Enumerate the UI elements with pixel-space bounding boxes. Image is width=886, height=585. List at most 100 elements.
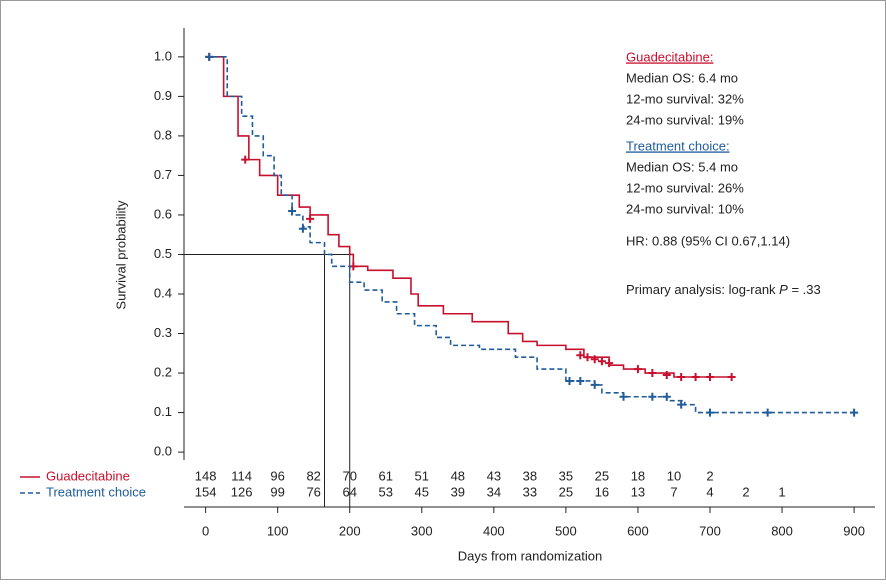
censor-mark: [677, 372, 686, 381]
at-risk: 7: [670, 484, 677, 499]
annotation-header: Treatment choice:: [626, 138, 730, 153]
at-risk: 25: [595, 468, 609, 483]
at-risk: 4: [706, 484, 713, 499]
at-risk: 34: [487, 484, 501, 499]
at-risk: 2: [742, 484, 749, 499]
x-tick-label: 800: [771, 523, 793, 538]
censor-mark: [763, 408, 772, 417]
at-risk: 39: [451, 484, 465, 499]
censor-mark: [705, 372, 714, 381]
at-risk: 38: [523, 468, 537, 483]
censor-mark: [633, 365, 642, 374]
censor-mark: [597, 357, 606, 366]
x-tick-label: 900: [843, 523, 865, 538]
at-risk: 10: [667, 468, 681, 483]
y-tick-label: 0.5: [154, 246, 172, 261]
at-risk: 96: [270, 468, 284, 483]
censor-mark: [205, 52, 214, 61]
at-risk: 126: [231, 484, 253, 499]
at-risk: 35: [559, 468, 573, 483]
at-risk: 82: [306, 468, 320, 483]
at-risk: 18: [631, 468, 645, 483]
legend-label: Guadecitabine: [46, 468, 130, 483]
annotation: Median OS: 6.4 mo: [626, 70, 738, 85]
x-tick-label: 0: [202, 523, 209, 538]
y-tick-label: 0.0: [154, 444, 172, 459]
censor-mark: [298, 224, 307, 233]
at-risk: 154: [195, 484, 217, 499]
annotation: HR: 0.88 (95% CI 0.67,1.14): [626, 233, 790, 248]
at-risk: 64: [342, 484, 356, 499]
y-axis-label: Survival probability: [113, 200, 128, 310]
at-risk: 1: [778, 484, 785, 499]
at-risk: 61: [379, 468, 393, 483]
x-tick-label: 300: [411, 523, 433, 538]
at-risk: 16: [595, 484, 609, 499]
annotation: Median OS: 5.4 mo: [626, 159, 738, 174]
x-tick-label: 200: [339, 523, 361, 538]
y-tick-label: 0.8: [154, 127, 172, 142]
censor-mark: [583, 353, 592, 362]
censor-mark: [288, 206, 297, 215]
annotation-header: Guadecitabine:: [626, 49, 713, 64]
x-axis-label: Days from randomization: [458, 548, 603, 563]
censor-mark: [576, 376, 585, 385]
at-risk: 99: [270, 484, 284, 499]
censor-mark: [662, 392, 671, 401]
censor-mark: [576, 351, 585, 360]
y-tick-label: 0.9: [154, 88, 172, 103]
y-tick-label: 0.4: [154, 285, 172, 300]
x-tick-label: 600: [627, 523, 649, 538]
at-risk: 45: [415, 484, 429, 499]
annotations: Guadecitabine: Median OS: 6.4 mo 12-mo s…: [626, 49, 821, 297]
legend-label: Treatment choice: [46, 484, 146, 499]
y-tick-label: 1.0: [154, 48, 172, 63]
at-risk: 2: [706, 468, 713, 483]
x-tick-label: 500: [555, 523, 577, 538]
censor-mark: [241, 155, 250, 164]
censor-mark: [662, 371, 671, 380]
y-tick-label: 0.6: [154, 206, 172, 221]
censor-mark: [619, 392, 628, 401]
annotation: 12-mo survival: 32%: [626, 91, 744, 106]
annotation-part: = .33: [788, 282, 821, 297]
censor-mark: [691, 372, 700, 381]
at-risk: 114: [231, 468, 252, 483]
annotation: 24-mo survival: 10%: [626, 201, 744, 216]
survival-curve: [205, 56, 855, 414]
at-risk: 70: [342, 468, 356, 483]
censor-mark: [605, 359, 614, 368]
at-risk: 33: [523, 484, 537, 499]
at-risk: 53: [379, 484, 393, 499]
x-tick-label: 100: [267, 523, 289, 538]
censor-mark: [677, 400, 686, 409]
at-risk: 43: [487, 468, 501, 483]
censor-mark: [590, 380, 599, 389]
at-risk: 51: [415, 468, 429, 483]
censor-mark: [349, 262, 358, 271]
y-tick-label: 0.1: [154, 404, 172, 419]
at-risk: 25: [559, 484, 573, 499]
at-risk: 148: [195, 468, 217, 483]
annotation: Primary analysis: log-rank P = .33: [626, 282, 821, 297]
at-risk: 76: [306, 484, 320, 499]
annotation: 12-mo survival: 26%: [626, 180, 744, 195]
censor-mark: [590, 355, 599, 364]
annotation-part: P: [779, 282, 788, 297]
x-tick-label: 400: [483, 523, 505, 538]
y-tick-label: 0.3: [154, 325, 172, 340]
x-tick-label: 700: [699, 523, 721, 538]
at-risk: 48: [451, 468, 465, 483]
censor-mark: [648, 369, 657, 378]
censor-mark: [705, 408, 714, 417]
at-risk: 13: [631, 484, 645, 499]
y-tick-label: 0.7: [154, 167, 172, 182]
annotation: 24-mo survival: 19%: [626, 112, 744, 127]
censor-mark: [565, 376, 574, 385]
censor-mark: [727, 372, 736, 381]
censor-mark: [850, 408, 859, 417]
censor-mark: [648, 392, 657, 401]
censor-mark: [306, 214, 315, 223]
annotation-part: Primary analysis: log-rank: [626, 282, 779, 297]
